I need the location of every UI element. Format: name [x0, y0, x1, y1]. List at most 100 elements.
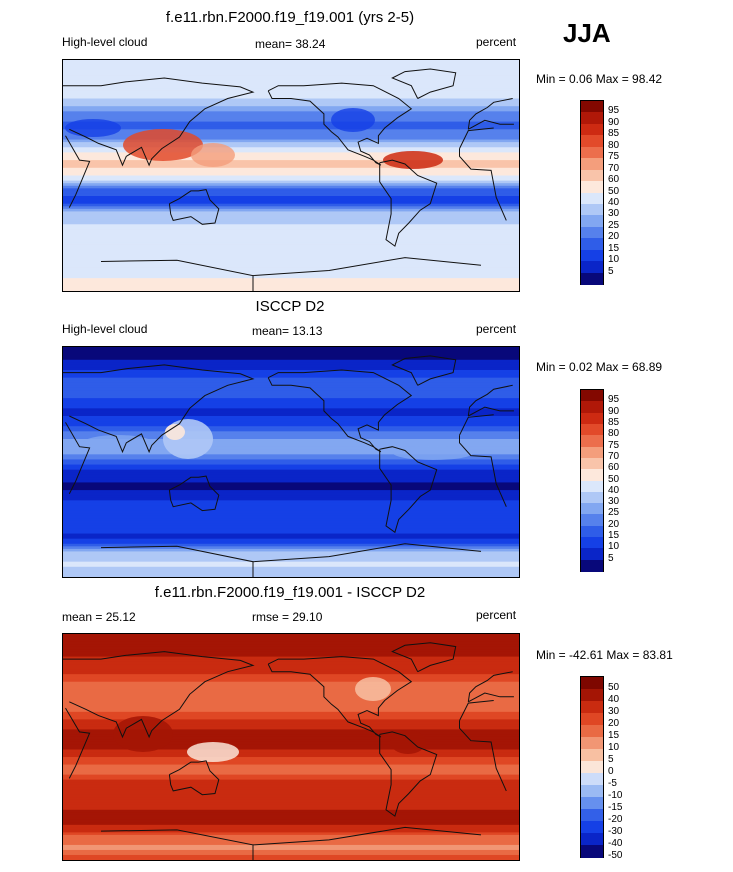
coastline-greenland: [391, 642, 457, 673]
zonal-band: [63, 500, 519, 504]
coastline-eurasia: [468, 119, 514, 130]
zonal-band: [63, 126, 519, 130]
zonal-band: [63, 234, 519, 238]
zonal-band: [63, 797, 519, 801]
zonal-band: [63, 428, 519, 432]
zonal-band: [63, 649, 519, 653]
coastline-africa: [65, 135, 91, 208]
season-label: JJA: [563, 18, 611, 48]
zonal-band: [63, 747, 519, 751]
zonal-band: [63, 193, 519, 197]
zonal-band: [63, 377, 519, 381]
colorbar-label: -20: [608, 814, 623, 825]
coastline-s-america: [379, 159, 438, 247]
zonal-band: [63, 454, 519, 458]
zonal-band: [63, 88, 519, 92]
colorbar-cell: [581, 158, 603, 171]
zonal-band: [63, 226, 519, 230]
panel-1-regional-features: [65, 108, 443, 169]
zonal-band: [63, 857, 519, 860]
zonal-band: [63, 744, 519, 748]
zonal-band: [63, 65, 519, 69]
zonal-band: [63, 239, 519, 243]
zonal-band: [63, 67, 519, 71]
zonal-band: [63, 528, 519, 532]
panel-1-coastlines: [63, 68, 514, 291]
colorbar-label: 40: [608, 196, 620, 208]
panel-1-title: f.e11.rbn.F2000.f19_f19.001 (yrs 2-5): [165, 9, 415, 26]
zonal-band: [63, 255, 519, 259]
panel-1-mean-label: mean= 38.24: [255, 37, 326, 51]
zonal-band: [63, 726, 519, 731]
colorbar-cell: [581, 215, 603, 228]
colorbar-cell: [581, 226, 603, 239]
zonal-band: [63, 359, 519, 363]
zonal-band: [63, 809, 519, 813]
panel-1-north-pacific-low: [331, 108, 375, 132]
zonal-band: [63, 847, 519, 851]
zonal-band: [63, 739, 519, 743]
panel-3-title: f.e11.rbn.F2000.f19_f19.001 - ISCCP D2: [154, 584, 426, 601]
colorbar-cell: [581, 737, 603, 750]
zonal-band: [63, 221, 519, 225]
colorbar-cell: [581, 845, 603, 858]
zonal-band: [63, 656, 519, 660]
colorbar-cell: [581, 181, 603, 193]
colorbar-cell: [581, 809, 603, 822]
zonal-band: [63, 824, 519, 828]
zonal-band: [63, 464, 519, 468]
zonal-band: [63, 644, 519, 648]
zonal-band: [63, 421, 519, 425]
zonal-band: [63, 262, 519, 266]
colorbar-label: 60: [608, 174, 620, 186]
zonal-band: [63, 75, 519, 79]
zonal-band: [63, 569, 519, 573]
colorbar-label: -50: [608, 850, 623, 861]
panel-2-regional-features: [83, 419, 473, 460]
zonal-band: [63, 380, 519, 384]
colorbar-cell: [581, 701, 603, 714]
zonal-band: [63, 487, 519, 491]
zonal-band: [63, 154, 519, 159]
coastline-eurasia: [63, 651, 255, 739]
zonal-band: [63, 724, 519, 728]
zonal-band: [63, 113, 519, 118]
colorbar-label: 50: [608, 473, 620, 485]
coastline-n-america: [267, 82, 413, 166]
panel-1-map-svg: [63, 60, 519, 291]
zonal-band: [63, 485, 519, 489]
zonal-band: [63, 436, 519, 440]
zonal-band: [63, 382, 519, 386]
zonal-band: [63, 546, 519, 550]
zonal-band: [63, 423, 519, 427]
zonal-band: [63, 178, 519, 182]
zonal-band: [63, 410, 519, 415]
zonal-band: [63, 265, 519, 269]
zonal-band: [63, 347, 519, 351]
coastline-eurasia: [63, 364, 255, 454]
zonal-band: [63, 137, 519, 141]
zonal-band: [63, 711, 519, 715]
zonal-band: [63, 829, 519, 833]
zonal-band: [63, 95, 519, 100]
zonal-band: [63, 183, 519, 187]
colorbar-cell: [581, 412, 603, 425]
coastline-eurasia: [468, 692, 514, 703]
panel-2-africa-band: [83, 435, 153, 451]
zonal-band: [63, 681, 519, 685]
colorbar-label: -40: [608, 838, 623, 849]
colorbar-cell: [581, 101, 603, 113]
colorbar-cell: [581, 797, 603, 810]
colorbar-cell: [581, 446, 603, 459]
zonal-band: [63, 782, 519, 786]
zonal-band: [63, 413, 519, 417]
zonal-band: [63, 439, 519, 443]
zonal-band: [63, 83, 519, 87]
colorbar-label: 15: [608, 242, 620, 254]
zonal-band: [63, 278, 519, 282]
zonal-band: [63, 679, 519, 683]
coastline-greenland: [391, 355, 457, 386]
panel-1-colorbar: [580, 100, 604, 285]
zonal-band: [63, 548, 519, 553]
zonal-band: [63, 288, 519, 291]
